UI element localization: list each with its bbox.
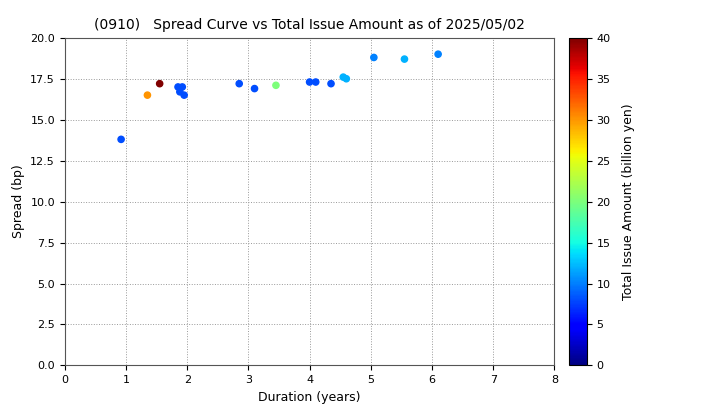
Point [368, 54, 379, 61]
Point [154, 80, 166, 87]
Point [325, 80, 337, 87]
Y-axis label: Spread (bp): Spread (bp) [12, 165, 24, 239]
Point [176, 84, 188, 90]
Point [115, 136, 127, 143]
Y-axis label: Total Issue Amount (billion yen): Total Issue Amount (billion yen) [622, 103, 635, 300]
Point [310, 79, 321, 85]
Point [249, 85, 261, 92]
Point [304, 79, 315, 85]
X-axis label: Duration (years): Duration (years) [258, 391, 361, 404]
Point [179, 92, 190, 98]
Point [270, 82, 282, 89]
Point [399, 56, 410, 63]
Point [142, 92, 153, 98]
Point [174, 89, 186, 95]
Point [172, 84, 184, 90]
Point [341, 75, 352, 82]
Title: (0910)   Spread Curve vs Total Issue Amount as of 2025/05/02: (0910) Spread Curve vs Total Issue Amoun… [94, 18, 525, 32]
Point [338, 74, 349, 81]
Point [233, 80, 245, 87]
Point [432, 51, 444, 58]
